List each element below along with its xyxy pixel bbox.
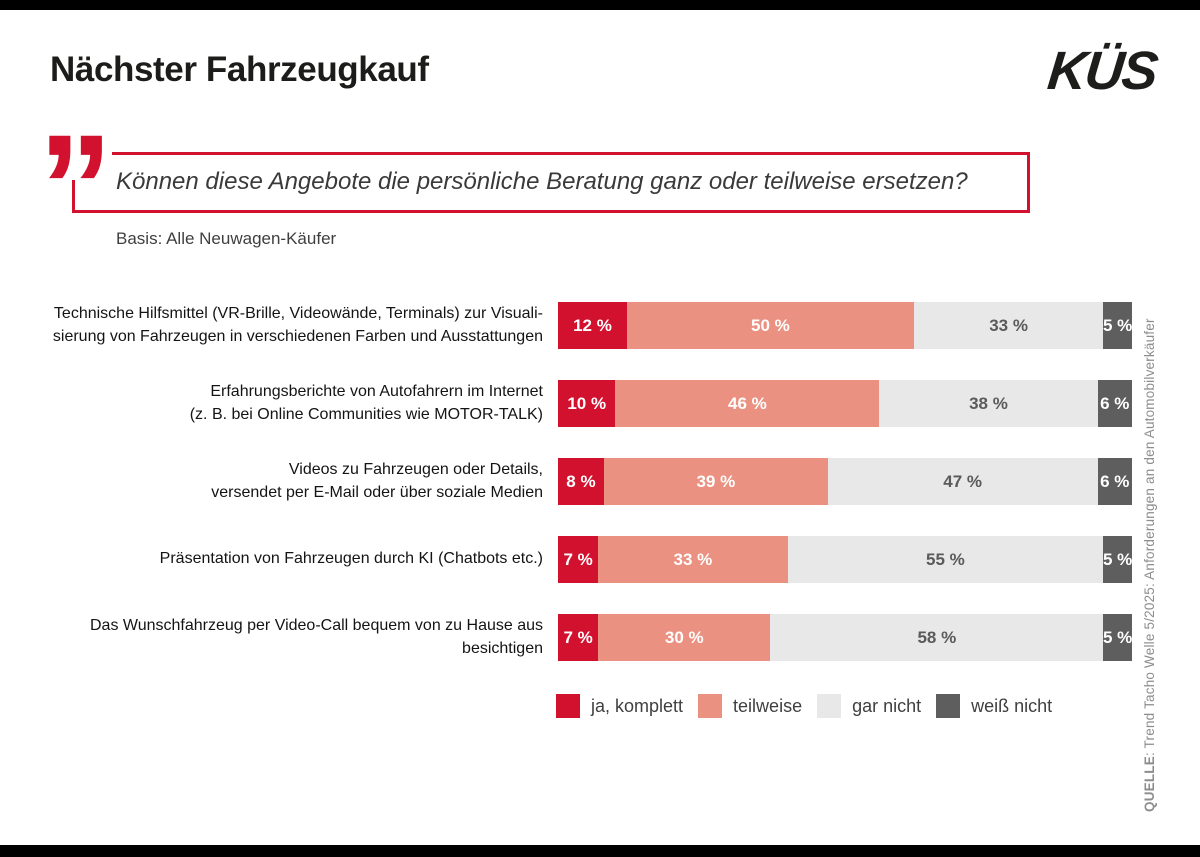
row-label: Technische Hilfsmittel (VR-Brille, Video… [52,305,543,345]
basis-note: Basis: Alle Neuwagen-Käufer [116,229,337,248]
legend-item: teilweise [698,694,802,718]
bar-segment: 58 % [770,614,1104,661]
row-bar: 7 % 33 % 55 % 5 % [558,536,1132,583]
bar-segment: 8 % [558,458,604,505]
bar-segment: 55 % [787,536,1104,583]
bar-segment: 46 % [615,380,880,427]
quote-box-border-top [112,152,1030,155]
legend-swatch [698,694,723,718]
page-title: Nächster Fahrzeugkauf [50,50,429,89]
legend-item: weiß nicht [936,694,1052,718]
bar-segment: 33 % [598,536,788,583]
row-label: Präsentation von Fahrzeugen durch KI (Ch… [159,550,543,568]
bar-segment: 50 % [626,302,914,349]
legend-label: ja, komplett [591,695,684,716]
bar-segment: 39 % [603,458,828,505]
legend-label: weiß nicht [971,695,1053,716]
bar-segment: 5 % [1103,614,1132,661]
bar-segment: 6 % [1097,458,1132,505]
top-black-strip [0,0,1200,10]
chart-row: Erfahrungsberichte von Autofahrern im In… [50,380,1132,427]
chart-row: Videos zu Fahrzeugen oder Details, versen… [50,458,1132,505]
row-bar: 10 % 46 % 38 % 6 % [558,380,1132,427]
source-label: QUELLE [1142,756,1157,812]
legend-label: gar nicht [852,695,922,716]
bar-segment: 6 % [1097,380,1132,427]
source-text: : Trend Tacho Welle 5/2025: Anforderunge… [1142,318,1157,757]
bar-segment: 5 % [1103,302,1132,349]
quote-box-border-bottom [72,210,1030,213]
quote-box-border-left [72,180,75,210]
quote-mark-icon: ” [38,103,113,271]
quote-box-border-right [1027,152,1030,213]
kus-logo: KÜS [1044,41,1160,101]
chart-rows: Technische Hilfsmittel (VR-Brille, Video… [50,302,1132,661]
bar-segment: 33 % [913,302,1104,349]
legend-item: gar nicht [817,694,921,718]
chart-legend: ja, komplett teilweise gar nicht weiß nicht [556,694,1052,718]
bar-segment: 7 % [558,536,599,583]
legend-swatch [817,694,842,718]
bar-segment: 30 % [598,614,771,661]
bar-segment: 7 % [558,614,599,661]
bar-segment: 12 % [558,302,627,349]
legend-item: ja, komplett [556,694,683,718]
bar-segment: 38 % [879,380,1098,427]
row-label: Videos zu Fahrzeugen oder Details, versen… [211,461,543,501]
row-bar: 7 % 30 % 58 % 5 % [558,614,1132,661]
legend-label: teilweise [733,695,803,716]
row-label: Erfahrungsberichte von Autofahrern im In… [189,383,543,423]
row-bar: 12 % 50 % 33 % 5 % [558,302,1132,349]
bar-segment: 47 % [827,458,1098,505]
legend-swatch [556,694,580,718]
chart-row: Technische Hilfsmittel (VR-Brille, Video… [50,302,1132,349]
source-note: QUELLE: Trend Tacho Welle 5/2025: Anford… [1142,318,1157,812]
chart-row: Das Wunschfahrzeug per Video-Call bequem… [50,614,1132,661]
legend-swatch [936,694,961,718]
chart-row: Präsentation von Fahrzeugen durch KI (Ch… [50,536,1132,583]
survey-question: Können diese Angebote die persönliche Be… [116,168,968,195]
row-bar: 8 % 39 % 47 % 6 % [558,458,1132,505]
bottom-black-strip [0,845,1200,857]
bar-segment: 10 % [558,380,616,427]
bar-segment: 5 % [1103,536,1132,583]
row-label: Das Wunschfahrzeug per Video-Call bequem… [90,617,543,657]
